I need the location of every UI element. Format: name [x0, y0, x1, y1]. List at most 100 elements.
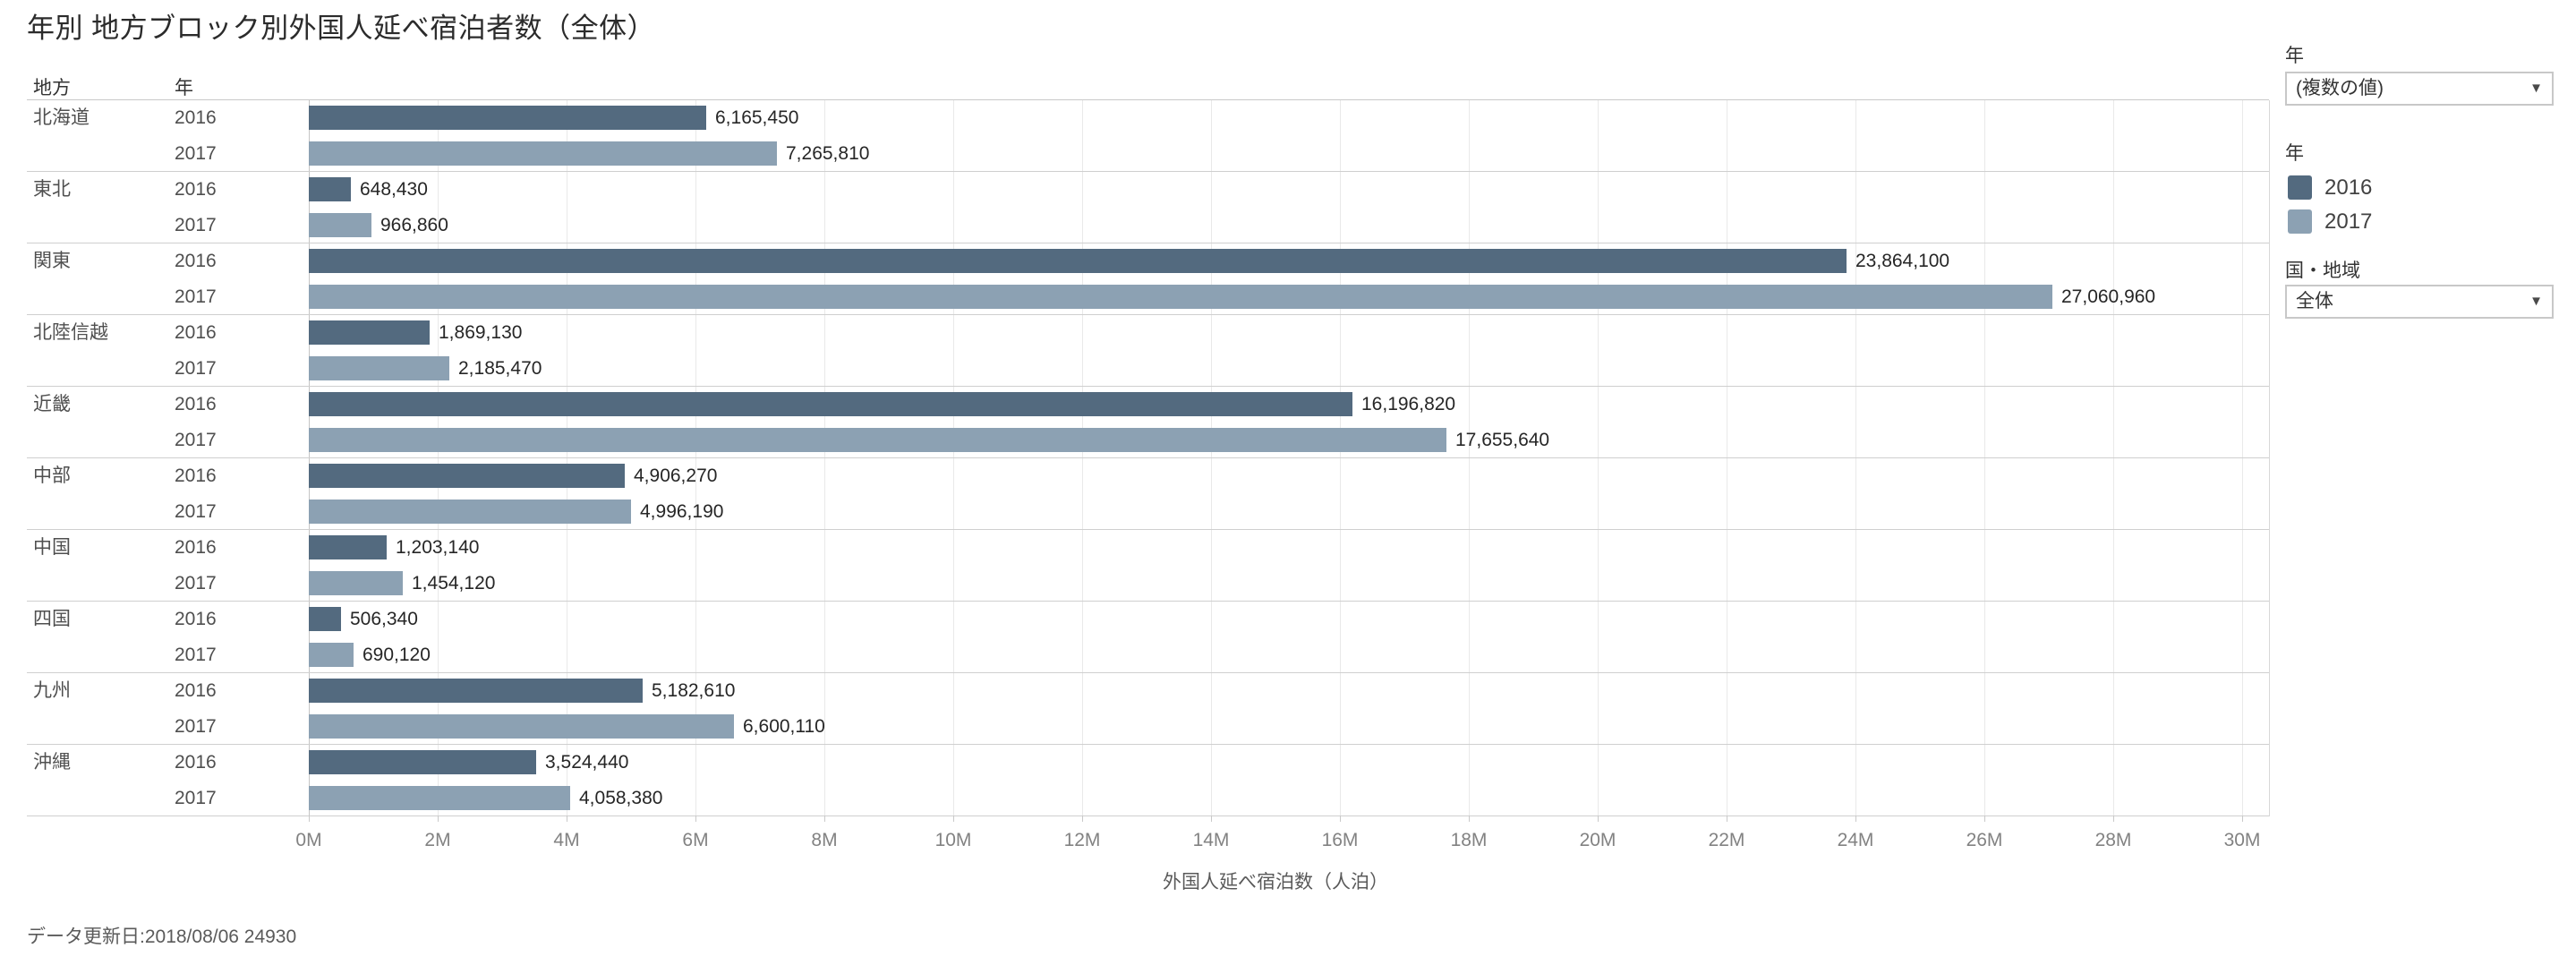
bar-chart: 北海道 2016 6,165,450 2017 7,265,810 東北 2016 648,4…	[27, 99, 2270, 816]
tick-label-18M: 18M	[1450, 830, 1488, 850]
chevron-down-icon: ▼	[2529, 294, 2543, 309]
region-block: 沖縄 2016 3,524,440 2017 4,058,380	[27, 745, 2269, 816]
tick-label-6M: 6M	[682, 830, 709, 850]
bar-四国-2017[interactable]	[309, 643, 354, 667]
bar-関東-2016[interactable]	[309, 249, 1847, 273]
bar-value-label: 16,196,820	[1361, 394, 1456, 414]
table-row: 2016 4,906,270	[27, 458, 2269, 494]
year-label: 2016	[175, 680, 217, 701]
page-title: 年別 地方ブロック別外国人延べ宿泊者数（全体）	[27, 13, 656, 44]
tick-label-30M: 30M	[2223, 830, 2261, 850]
tick-label-2M: 2M	[424, 830, 451, 850]
bar-value-label: 2,185,470	[458, 358, 542, 379]
year-filter-label: 年	[2285, 46, 2304, 66]
bar-value-label: 1,454,120	[412, 573, 496, 594]
bar-value-label: 1,203,140	[396, 537, 480, 558]
year-label: 2016	[175, 251, 217, 271]
region-label: 四国	[33, 609, 71, 629]
bar-北海道-2016[interactable]	[309, 106, 706, 130]
bar-中国-2017[interactable]	[309, 571, 403, 595]
year-label: 2016	[175, 465, 217, 486]
year-label: 2017	[175, 286, 217, 307]
year-label: 2016	[175, 107, 217, 128]
region-label: 関東	[33, 251, 71, 271]
table-row: 2016 648,430	[27, 172, 2269, 208]
table-row: 2017 4,058,380	[27, 781, 2269, 816]
tick-label-14M: 14M	[1192, 830, 1230, 850]
tick-label-4M: 4M	[553, 830, 580, 850]
country-filter-label: 国・地域	[2285, 260, 2360, 281]
bar-value-label: 6,165,450	[715, 107, 799, 128]
table-row: 2017 1,454,120	[27, 566, 2269, 602]
table-row: 2016 1,203,140	[27, 530, 2269, 566]
table-row: 2017 17,655,640	[27, 423, 2269, 458]
bar-value-label: 5,182,610	[652, 680, 736, 701]
bar-中部-2016[interactable]	[309, 464, 625, 488]
legend-swatch-2016	[2288, 175, 2312, 200]
tick-label-10M: 10M	[934, 830, 972, 850]
year-filter-dropdown[interactable]: (複数の値) ▼	[2285, 72, 2554, 106]
bar-value-label: 3,524,440	[545, 752, 629, 773]
region-label: 東北	[33, 179, 71, 200]
bar-東北-2016[interactable]	[309, 177, 351, 201]
table-row: 2017 7,265,810	[27, 136, 2269, 172]
year-label: 2017	[175, 788, 217, 808]
legend-title: 年	[2285, 143, 2304, 164]
tick-mark-28M	[2113, 816, 2114, 822]
bar-関東-2017[interactable]	[309, 285, 2052, 309]
bar-北陸信越-2016[interactable]	[309, 320, 430, 345]
bar-九州-2017[interactable]	[309, 714, 734, 739]
tick-mark-30M	[2242, 816, 2243, 822]
tick-mark-8M	[824, 816, 825, 822]
bar-沖縄-2017[interactable]	[309, 786, 570, 810]
tick-mark-6M	[695, 816, 696, 822]
legend-label-2016: 2016	[2324, 175, 2373, 200]
table-row: 2016 6,165,450	[27, 100, 2269, 136]
tick-label-20M: 20M	[1579, 830, 1616, 850]
table-row: 2016 3,524,440	[27, 745, 2269, 781]
year-label: 2017	[175, 716, 217, 737]
region-label: 近畿	[33, 394, 71, 414]
bar-東北-2017[interactable]	[309, 213, 371, 237]
bar-value-label: 7,265,810	[786, 143, 870, 164]
table-row: 2017 4,996,190	[27, 494, 2269, 530]
tick-label-22M: 22M	[1708, 830, 1745, 850]
table-row: 2017 2,185,470	[27, 351, 2269, 387]
country-filter-dropdown[interactable]: 全体 ▼	[2285, 285, 2554, 319]
region-block: 中国 2016 1,203,140 2017 1,454,120	[27, 530, 2269, 602]
bar-中部-2017[interactable]	[309, 500, 631, 524]
bar-四国-2016[interactable]	[309, 607, 341, 631]
region-block: 北陸信越 2016 1,869,130 2017 2,185,470	[27, 315, 2269, 387]
tick-mark-24M	[1855, 816, 1856, 822]
region-label: 沖縄	[33, 752, 71, 773]
tick-mark-10M	[953, 816, 954, 822]
tick-mark-16M	[1340, 816, 1341, 822]
region-block: 関東 2016 23,864,100 2017 27,060,960	[27, 243, 2269, 315]
year-label: 2016	[175, 322, 217, 343]
bar-北陸信越-2017[interactable]	[309, 356, 449, 380]
bar-value-label: 4,058,380	[579, 788, 663, 808]
table-row: 2017 690,120	[27, 637, 2269, 673]
table-row: 2017 6,600,110	[27, 709, 2269, 745]
legend-label-2017: 2017	[2324, 209, 2373, 234]
bar-中国-2016[interactable]	[309, 535, 387, 559]
year-label: 2017	[175, 573, 217, 594]
year-label: 2016	[175, 752, 217, 773]
bar-近畿-2016[interactable]	[309, 392, 1352, 416]
bar-value-label: 506,340	[350, 609, 418, 629]
bar-沖縄-2016[interactable]	[309, 750, 536, 774]
year-filter-value: (複数の値)	[2296, 78, 2384, 98]
year-label: 2016	[175, 537, 217, 558]
tick-label-16M: 16M	[1321, 830, 1359, 850]
tick-label-28M: 28M	[2094, 830, 2132, 850]
region-label: 北陸信越	[33, 322, 108, 343]
region-label: 中部	[33, 465, 71, 486]
bar-value-label: 648,430	[360, 179, 428, 200]
bar-九州-2016[interactable]	[309, 679, 643, 703]
bar-近畿-2017[interactable]	[309, 428, 1446, 452]
year-label: 2017	[175, 143, 217, 164]
bar-北海道-2017[interactable]	[309, 141, 777, 166]
year-label: 2017	[175, 645, 217, 665]
bar-value-label: 6,600,110	[743, 716, 825, 737]
